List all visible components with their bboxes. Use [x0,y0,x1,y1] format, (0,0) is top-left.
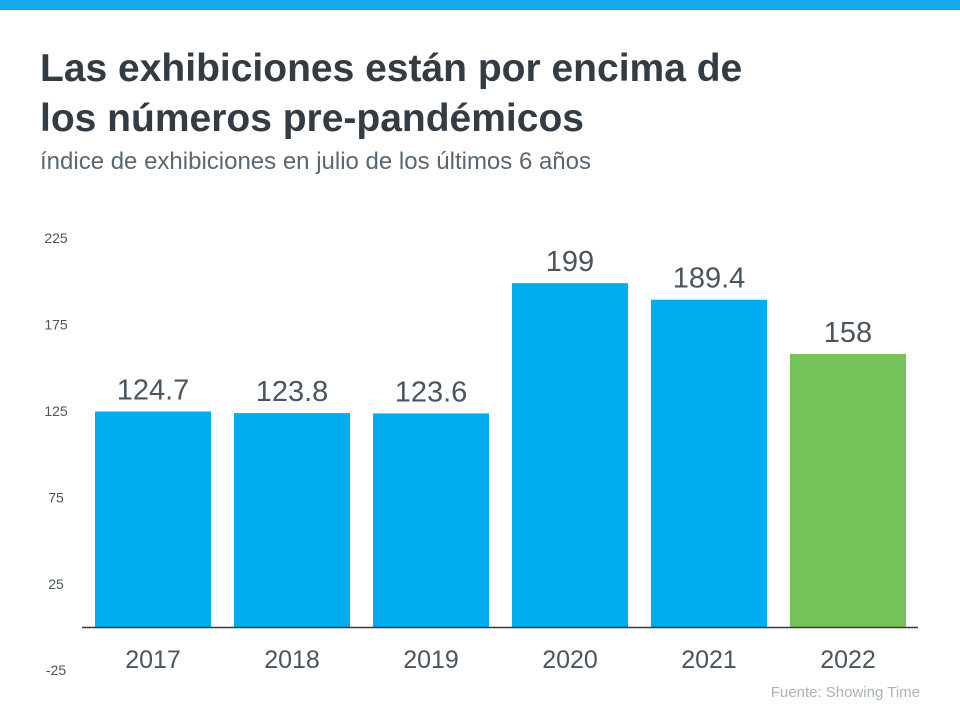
bar-2021 [651,299,767,627]
y-tick-label: 125 [44,403,68,419]
source-note: Fuente: Showing Time [770,684,920,701]
bar-2022 [790,353,906,627]
x-tick-label: 2019 [403,646,459,674]
value-label: 189.4 [673,263,746,295]
bar-2020 [512,283,628,627]
x-tick-label: 2018 [264,646,320,674]
value-label: 124.7 [117,375,190,407]
chart-title: Las exhibiciones están por encima de los… [40,44,742,144]
bar-2017 [95,411,211,627]
x-tick-label: 2021 [681,646,737,674]
bar-2018 [234,413,350,627]
value-label: 123.6 [395,376,468,408]
value-label: 158 [824,317,872,349]
chart-subtitle: índice de exhibiciones en julio de los ú… [40,148,592,175]
x-tick-label: 2022 [820,646,876,674]
value-label: 123.8 [256,376,329,408]
y-tick-label: 75 [48,489,64,505]
y-tick-label: 225 [44,230,68,246]
value-label: 199 [546,246,594,278]
bar-2019 [373,413,489,627]
y-tick-label: 25 [48,576,64,592]
title-line-2: los números pre-pandémicos [40,97,584,140]
x-tick-label: 2020 [542,646,598,674]
title-line-1: Las exhibiciones están por encima de [40,47,743,90]
x-tick-label: 2017 [125,646,181,674]
top-accent-bar [0,0,960,10]
y-tick-label: -25 [46,662,66,678]
y-tick-label: 175 [44,317,68,333]
